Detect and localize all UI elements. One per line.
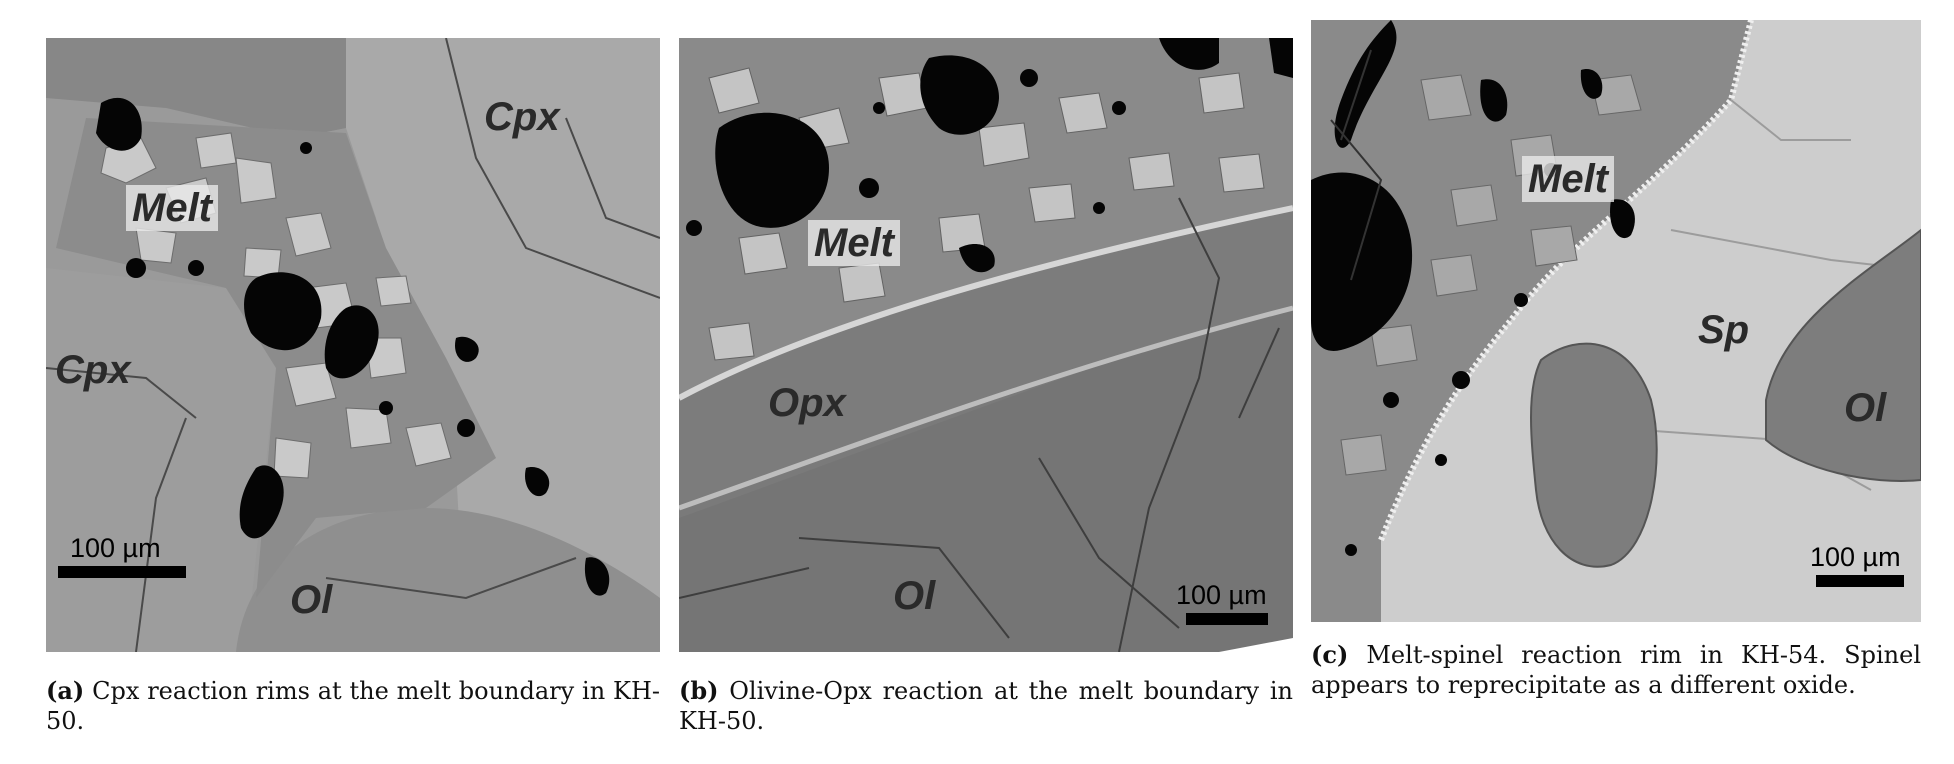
label-melt: Melt (1522, 156, 1614, 202)
label-ol: Ol (893, 574, 936, 618)
scale-bar-label: 100 µm (1176, 580, 1267, 610)
label-cpx-upper: Cpx (484, 95, 560, 139)
caption-tag: (b) (679, 676, 719, 705)
caption-text: Olivine-Opx reaction at the melt boundar… (679, 677, 1293, 735)
scale-bar-line (58, 566, 186, 578)
label-ol: Ol (1844, 386, 1887, 430)
label-opx: Opx (768, 381, 846, 425)
caption-b: (b) Olivine-Opx reaction at the melt bou… (679, 676, 1293, 736)
micrograph-b (679, 38, 1293, 652)
label-ol: Ol (290, 578, 333, 622)
label-melt: Melt (126, 185, 218, 231)
scale-bar-label: 100 µm (70, 533, 161, 563)
caption-tag: (a) (46, 676, 85, 705)
scale-bar-line (1816, 575, 1904, 587)
scale-bar-a: 100 µm (58, 535, 186, 578)
caption-text: Cpx reaction rims at the melt boundary i… (46, 677, 660, 735)
caption-a: (a) Cpx reaction rims at the melt bounda… (46, 676, 660, 736)
micrograph-c (1311, 20, 1921, 622)
scale-bar-line (1186, 613, 1268, 625)
label-melt: Melt (808, 220, 900, 266)
scale-bar-label: 100 µm (1810, 542, 1901, 572)
scale-bar-b: 100 µm (1176, 582, 1268, 625)
caption-c: (c) Melt-spinel reaction rim in KH-54. S… (1311, 640, 1921, 700)
micrograph-a (46, 38, 660, 652)
label-cpx-left: Cpx (55, 348, 131, 392)
caption-tag: (c) (1311, 640, 1349, 669)
caption-text: Melt-spinel reaction rim in KH-54. Spine… (1311, 641, 1921, 699)
label-sp: Sp (1698, 308, 1750, 352)
scale-bar-c: 100 µm (1810, 544, 1904, 587)
